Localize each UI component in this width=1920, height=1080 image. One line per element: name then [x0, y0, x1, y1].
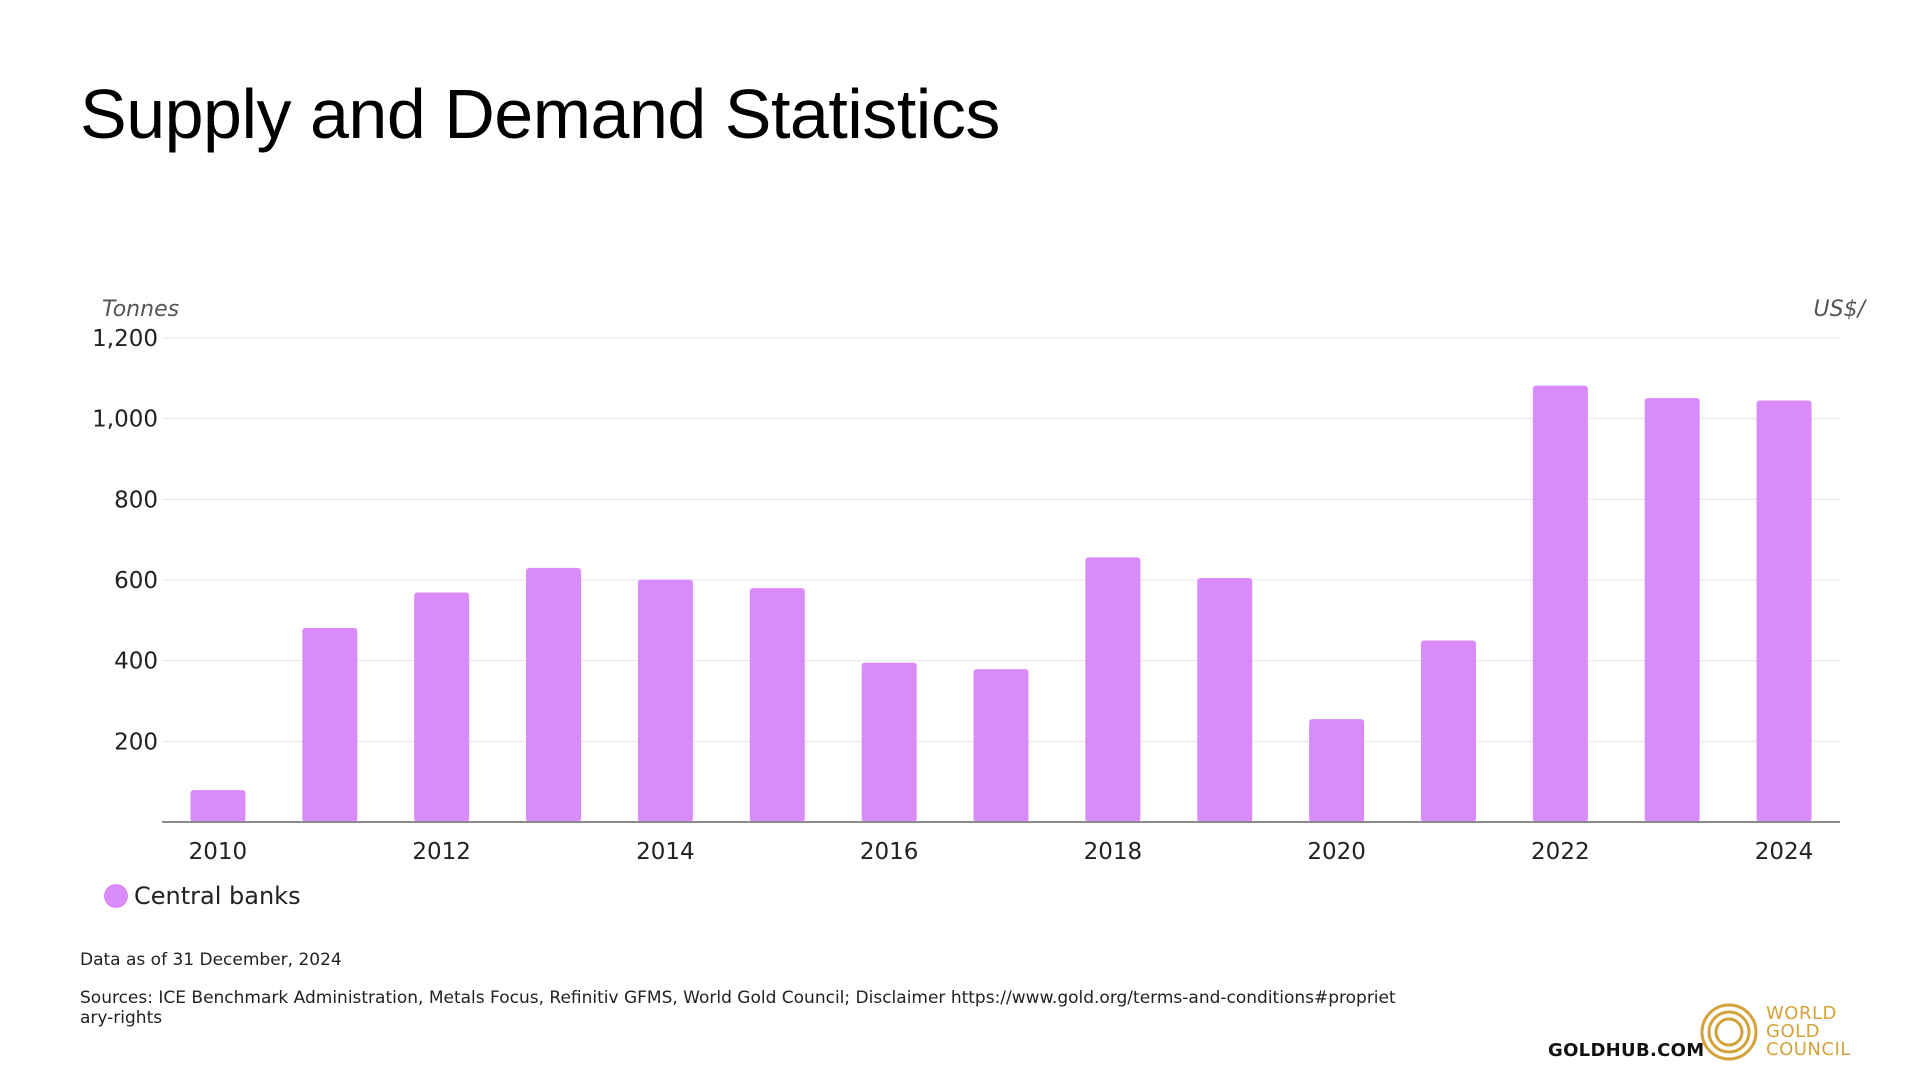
goldhub-link[interactable]: GOLDHUB.COM	[1548, 1040, 1705, 1061]
y-axis-unit: Tonnes	[102, 297, 179, 322]
bar-2022	[1532, 385, 1588, 822]
y-tick-label: 200	[114, 729, 158, 755]
y-tick-label: 1,000	[92, 407, 158, 433]
bar-2019	[1197, 577, 1253, 822]
y-axis-ticks: 200 400 600 800 1,000 1,200	[92, 326, 158, 755]
date-note: Data as of 31 December, 2024	[80, 950, 342, 970]
bar-series	[190, 385, 1812, 822]
bar-2013	[526, 567, 582, 822]
brand-name: WORLD GOLD COUNCIL	[1766, 1005, 1851, 1059]
x-tick-label: 2018	[1084, 839, 1143, 865]
bar-2017	[973, 669, 1029, 822]
bar-2021	[1420, 640, 1476, 822]
legend-swatch	[104, 884, 128, 908]
page-title: Supply and Demand Statistics	[80, 75, 1000, 153]
x-tick-label: 2010	[189, 839, 248, 865]
y-tick-label: 600	[114, 568, 158, 594]
x-tick-label: 2016	[860, 839, 919, 865]
bar-2023	[1644, 398, 1700, 822]
x-tick-label: 2014	[636, 839, 695, 865]
bar-2010	[190, 790, 246, 822]
bar-2024	[1756, 400, 1812, 822]
sources-note: Sources: ICE Benchmark Administration, M…	[80, 988, 1396, 1028]
y-tick-label: 400	[114, 649, 158, 675]
bar-2015	[749, 588, 805, 822]
bar-2016	[861, 662, 917, 822]
x-axis-ticks: 2010 2012 2014 2016 2018 2020 2022 2024	[189, 839, 1814, 865]
brand-line-1: WORLD	[1766, 1003, 1837, 1024]
brand-line-2: GOLD	[1766, 1021, 1821, 1042]
y2-axis-unit: US$/	[1814, 297, 1868, 322]
x-tick-label: 2022	[1531, 839, 1590, 865]
bar-2018	[1085, 557, 1141, 822]
bar-2020	[1309, 719, 1365, 822]
world-gold-council-logo: WORLD GOLD COUNCIL	[1700, 1003, 1851, 1061]
bar-2014	[637, 579, 693, 822]
x-tick-label: 2024	[1755, 839, 1814, 865]
gold-rings-icon	[1700, 1003, 1758, 1061]
legend-label: Central banks	[134, 882, 301, 910]
bar-2011	[302, 627, 358, 822]
y-tick-label: 1,200	[92, 326, 158, 352]
bar-2012	[414, 592, 470, 822]
x-tick-label: 2012	[412, 839, 471, 865]
x-tick-label: 2020	[1307, 839, 1366, 865]
y-tick-label: 800	[114, 487, 158, 513]
brand-line-3: COUNCIL	[1766, 1039, 1851, 1060]
legend: Central banks	[104, 882, 301, 910]
